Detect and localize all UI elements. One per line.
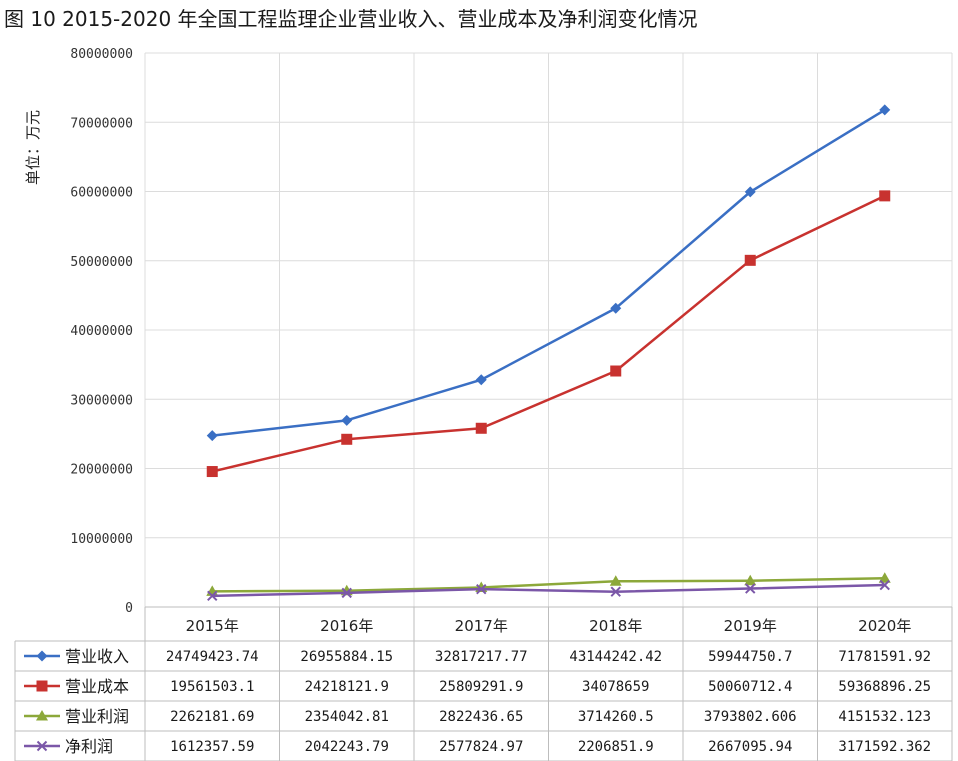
series-name: 营业收入 xyxy=(65,647,129,666)
table-cell-value: 24749423.74 xyxy=(166,649,259,665)
table-cell-value: 43144242.42 xyxy=(569,649,662,665)
table-cell-value: 19561503.1 xyxy=(170,679,254,695)
table-cell-value: 59944750.7 xyxy=(708,649,792,665)
data-point xyxy=(610,586,621,597)
data-point xyxy=(879,104,891,116)
data-point xyxy=(879,190,891,202)
table-cell-value: 26955884.15 xyxy=(300,649,393,665)
table-cell-value: 34078659 xyxy=(582,679,649,695)
x-category-label: 2017年 xyxy=(455,617,508,635)
series-2 xyxy=(206,190,891,478)
data-point xyxy=(341,587,352,599)
data-point xyxy=(36,680,48,692)
series-line xyxy=(212,108,886,437)
table-cell-value: 50060712.4 xyxy=(708,679,792,695)
data-point xyxy=(744,574,757,586)
series-line xyxy=(212,577,885,593)
data-point xyxy=(610,365,622,377)
data-point xyxy=(879,579,890,591)
data-point xyxy=(341,414,353,426)
series-name: 净利润 xyxy=(65,737,113,756)
table-cell-value: 24218121.9 xyxy=(305,679,389,695)
y-tick-label: 80000000 xyxy=(70,47,133,62)
y-tick-label: 40000000 xyxy=(70,324,133,339)
y-tick-label: 20000000 xyxy=(70,463,133,478)
table-cell-value: 25809291.9 xyxy=(439,679,523,695)
x-category-label: 2020年 xyxy=(858,617,911,635)
data-point xyxy=(36,710,48,721)
x-category-label: 2018年 xyxy=(589,617,642,635)
y-tick-label: 30000000 xyxy=(70,393,133,408)
series-name: 营业成本 xyxy=(65,677,129,696)
data-point xyxy=(475,422,487,434)
y-tick-label: 50000000 xyxy=(70,255,133,270)
series-line xyxy=(211,194,886,473)
y-axis-label: 单位：万元 xyxy=(24,110,42,185)
x-category-label: 2016年 xyxy=(320,617,373,635)
table-cell-value: 2822436.65 xyxy=(439,709,523,725)
series-line xyxy=(212,583,885,598)
table-cell-value: 3793802.606 xyxy=(704,709,797,725)
series-lines xyxy=(206,104,891,602)
series-4 xyxy=(207,579,890,602)
data-point xyxy=(206,466,218,478)
table-cell-value: 32817217.77 xyxy=(435,649,528,665)
data-point xyxy=(206,430,218,442)
chart-title: 图 10 2015-2020 年全国工程监理企业营业收入、营业成本及净利润变化情… xyxy=(4,7,698,31)
x-category-label: 2019年 xyxy=(724,617,777,635)
table-cell-value: 1612357.59 xyxy=(170,739,254,755)
data-point xyxy=(745,583,756,594)
y-tick-label: 10000000 xyxy=(70,532,133,547)
data-point xyxy=(476,583,487,595)
data-point xyxy=(36,650,48,662)
data-point xyxy=(475,374,487,386)
table-cell-value: 2206851.9 xyxy=(578,739,654,755)
data-point xyxy=(609,575,622,586)
table-cell-value: 59368896.25 xyxy=(838,679,931,695)
table-cell-value: 4151532.123 xyxy=(838,709,931,725)
data-point xyxy=(36,740,48,752)
y-axis-ticks: 0 10000000 20000000 30000000 40000000 5000000… xyxy=(70,47,133,616)
y-tick-label: 60000000 xyxy=(70,186,133,201)
y-tick-label: 70000000 xyxy=(70,116,133,131)
data-point xyxy=(744,186,756,198)
table-cell-value: 2354042.81 xyxy=(305,709,389,725)
x-category-label: 2015年 xyxy=(186,617,239,635)
series-name: 营业利润 xyxy=(65,707,129,726)
data-point xyxy=(878,572,891,583)
data-point xyxy=(207,590,218,602)
table-cell-value: 2262181.69 xyxy=(170,709,254,725)
y-tick-label: 0 xyxy=(125,601,133,616)
table-cell-value: 2042243.79 xyxy=(305,739,389,755)
table-cell-value: 3714260.5 xyxy=(578,709,654,725)
gridlines xyxy=(144,52,953,608)
series-1 xyxy=(206,104,891,442)
data-point xyxy=(744,254,756,266)
table-cell-value: 2577824.97 xyxy=(439,739,523,755)
table-cell-value: 3171592.362 xyxy=(838,739,931,755)
data-point xyxy=(341,433,353,445)
table-cell-value: 2667095.94 xyxy=(708,739,792,755)
data-point xyxy=(610,302,622,314)
table-cell-value: 71781591.92 xyxy=(838,649,931,665)
